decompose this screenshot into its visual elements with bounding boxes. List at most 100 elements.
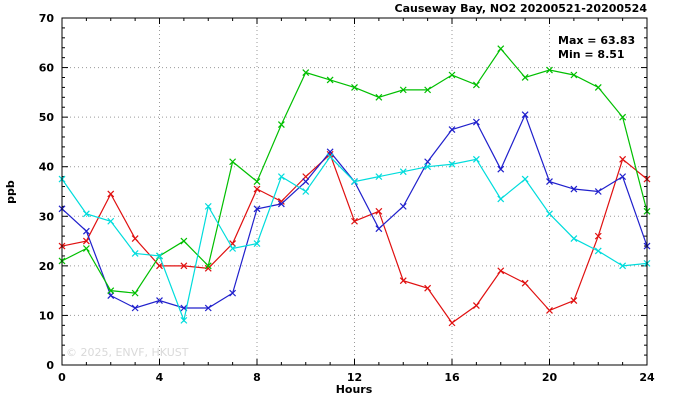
series-blue-marker — [229, 289, 237, 297]
plot-border — [61, 17, 648, 366]
series-blue-marker — [277, 200, 285, 208]
series-blue-marker — [521, 111, 529, 119]
series-cyan-marker — [107, 217, 115, 225]
y-tick-label: 30 — [39, 210, 55, 223]
series-blue-marker — [302, 178, 310, 186]
series-green-marker — [472, 81, 480, 89]
series-green-marker — [424, 86, 432, 94]
series-red-marker — [375, 207, 383, 215]
x-tick-label: 12 — [347, 371, 362, 384]
series-red-marker — [277, 197, 285, 205]
series-green-marker — [180, 237, 188, 245]
x-tick-label: 8 — [253, 371, 261, 384]
series-blue-marker — [253, 205, 261, 213]
series-red-marker — [107, 190, 115, 198]
y-tick-label: 60 — [39, 62, 55, 75]
series-cyan-marker — [180, 316, 188, 324]
series-cyan-marker — [570, 235, 578, 243]
series-green-marker — [204, 262, 212, 270]
max-annotation: Max = 63.83 — [558, 34, 635, 47]
series-red-marker — [326, 150, 334, 158]
series-cyan-marker — [82, 210, 90, 218]
y-tick-label: 0 — [46, 359, 54, 372]
series-cyan-marker — [399, 168, 407, 176]
series-red-marker — [180, 262, 188, 270]
y-axis-label: ppb — [4, 180, 17, 204]
series-red-marker — [253, 185, 261, 193]
series-blue-marker — [326, 148, 334, 156]
series-cyan-marker — [546, 210, 553, 218]
series-cyan-marker — [253, 240, 261, 247]
series-red-marker — [521, 279, 529, 287]
series-blue-marker — [546, 178, 553, 186]
series-red-marker — [424, 284, 432, 292]
series-cyan-marker — [521, 175, 529, 183]
series-red-marker — [351, 217, 358, 225]
series-green-marker — [497, 45, 505, 53]
series-cyan-marker — [229, 245, 237, 252]
watermark: © 2025, ENVF, HKUST — [66, 346, 189, 359]
series-red-marker — [82, 237, 90, 245]
series-green-marker — [229, 158, 237, 166]
series-cyan-marker — [472, 155, 480, 163]
min-annotation: Min = 8.51 — [558, 48, 625, 61]
series-cyan-marker — [302, 188, 310, 195]
series-red-marker — [448, 319, 456, 327]
series-red-marker — [302, 173, 310, 181]
x-tick-label: 4 — [156, 371, 164, 384]
series-blue-marker — [448, 126, 456, 133]
series-red-marker — [472, 302, 480, 309]
series-blue-marker — [594, 188, 602, 195]
series-cyan-marker — [156, 252, 163, 260]
chart-title: Causeway Bay, NO2 20200521-20200524 — [395, 2, 648, 15]
plot-area: 0 4 8 12 16 20 24 0 10 20 30 40 50 60 70 — [39, 12, 655, 384]
series-green-marker — [619, 113, 627, 121]
series-cyan-marker — [497, 195, 505, 203]
series-blue-marker — [82, 227, 90, 235]
series-green-marker — [570, 71, 578, 79]
series-green-marker — [521, 74, 529, 81]
series-red-marker — [546, 307, 553, 314]
series-green-marker — [277, 121, 285, 129]
series-red-marker — [619, 155, 627, 163]
series-cyan-marker — [375, 173, 383, 181]
series-red-marker — [570, 297, 578, 304]
series-blue-marker — [180, 304, 188, 312]
series-green-marker — [302, 69, 310, 76]
series-cyan-marker — [277, 173, 285, 181]
series-blue-marker — [399, 202, 407, 210]
x-tick-label: 20 — [542, 371, 558, 384]
series-cyan-marker — [448, 160, 456, 168]
series-red-marker — [399, 277, 407, 285]
series-blue-marker — [497, 165, 505, 173]
series-green-marker — [107, 287, 115, 295]
series-red-marker — [131, 235, 139, 243]
y-tick-label: 40 — [39, 161, 55, 174]
series-red-marker — [156, 262, 163, 270]
y-tick-label: 50 — [39, 111, 55, 124]
series-cyan-marker — [351, 178, 358, 186]
series-green-marker — [375, 93, 383, 101]
series-green-marker — [594, 83, 602, 91]
series-blue-marker — [131, 304, 139, 312]
series-blue-marker — [472, 118, 480, 126]
series-blue-marker — [375, 225, 383, 233]
series-cyan-marker — [326, 153, 334, 161]
series-green-marker — [82, 245, 90, 252]
series-green-marker — [351, 83, 358, 91]
series-green-marker — [253, 178, 261, 186]
series-red-marker — [497, 267, 505, 275]
series-green-marker — [131, 289, 139, 297]
series-blue-marker — [570, 185, 578, 193]
series-green-marker — [448, 71, 456, 79]
x-tick-label: 24 — [639, 371, 655, 384]
series-green-marker — [399, 86, 407, 94]
x-axis-label: Hours — [336, 383, 373, 396]
series-green-marker — [326, 76, 334, 84]
series-cyan-marker — [204, 202, 212, 210]
series-cyan-marker — [594, 247, 602, 255]
series-blue-marker — [424, 158, 432, 166]
series-red-marker — [204, 264, 212, 272]
